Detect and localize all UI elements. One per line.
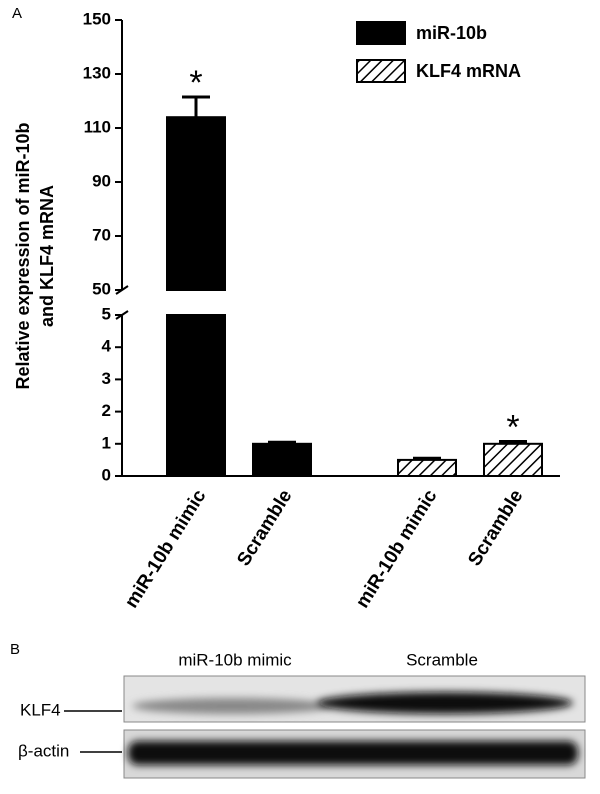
- row-label: KLF4: [20, 700, 61, 719]
- x-tick-label: miR-10b mimic: [121, 486, 211, 612]
- y-axis-label: and KLF4 mRNA: [37, 185, 57, 327]
- band: [132, 698, 332, 714]
- bar: [252, 442, 312, 477]
- bar: [483, 442, 543, 477]
- y-tick-label: 130: [83, 63, 111, 82]
- bar: [166, 314, 226, 477]
- row-label: β-actin: [18, 741, 69, 760]
- legend-swatch: [356, 21, 406, 45]
- panel-label: B: [10, 641, 20, 658]
- x-tick-label: Scramble: [464, 486, 527, 570]
- y-tick-label: 5: [102, 304, 111, 323]
- lane-label: Scramble: [406, 650, 478, 669]
- lane-label: miR-10b mimic: [178, 650, 292, 669]
- y-axis-label: Relative expression of miR-10b: [13, 122, 33, 389]
- y-tick-label: 50: [92, 279, 111, 298]
- y-tick-label: 3: [102, 369, 111, 388]
- y-tick-label: 0: [102, 465, 111, 484]
- legend-label: miR-10b: [416, 23, 487, 43]
- band: [317, 692, 573, 714]
- y-tick-label: 70: [92, 225, 111, 244]
- bar: [397, 458, 457, 477]
- legend-swatch: [356, 59, 406, 83]
- x-tick-label: Scramble: [233, 486, 296, 570]
- y-tick-label: 2: [102, 401, 111, 420]
- band: [128, 741, 578, 765]
- significance-mark: *: [189, 64, 202, 102]
- x-tick-label: miR-10b mimic: [352, 486, 442, 612]
- y-tick-label: 4: [102, 337, 112, 356]
- y-tick-label: 110: [84, 117, 111, 136]
- y-tick-label: 150: [83, 9, 111, 28]
- y-tick-label: 90: [92, 171, 111, 190]
- significance-mark: *: [506, 409, 519, 447]
- bar: [166, 116, 226, 291]
- legend-label: KLF4 mRNA: [416, 61, 521, 81]
- y-tick-label: 1: [102, 433, 111, 452]
- panel-label: A: [12, 5, 22, 22]
